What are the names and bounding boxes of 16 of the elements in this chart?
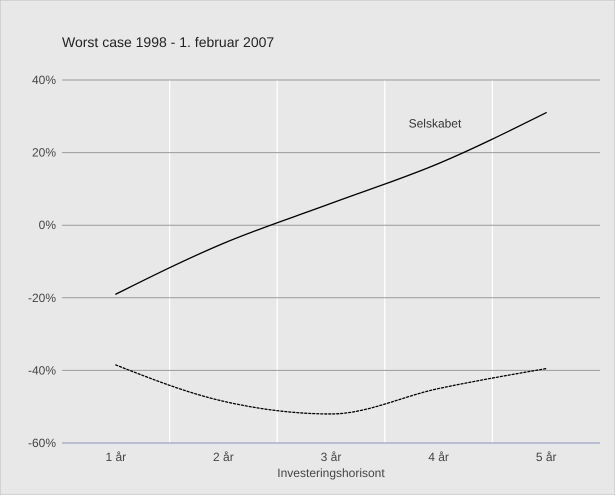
y-tick-label: -60% — [28, 436, 56, 450]
y-tick-label: -20% — [28, 290, 56, 305]
chart-title: Worst case 1998 - 1. februar 2007 — [62, 34, 274, 50]
x-tick-label: 4 år — [428, 450, 449, 464]
y-tick-label: 20% — [32, 146, 56, 160]
y-tick-label: -40% — [28, 363, 56, 378]
x-tick-label: 5 år — [536, 450, 557, 464]
y-tick-label: 40% — [32, 73, 56, 87]
x-axis-title: Investeringshorisont — [277, 466, 386, 480]
x-tick-label: 1 år — [105, 450, 126, 464]
y-tick-label: 0% — [38, 218, 56, 232]
series-label: Selskabet — [408, 116, 462, 130]
line-series — [115, 112, 547, 295]
x-tick-label: 3 år — [320, 450, 342, 464]
line-series — [115, 364, 547, 415]
x-tick-label: 2 år — [213, 450, 234, 464]
